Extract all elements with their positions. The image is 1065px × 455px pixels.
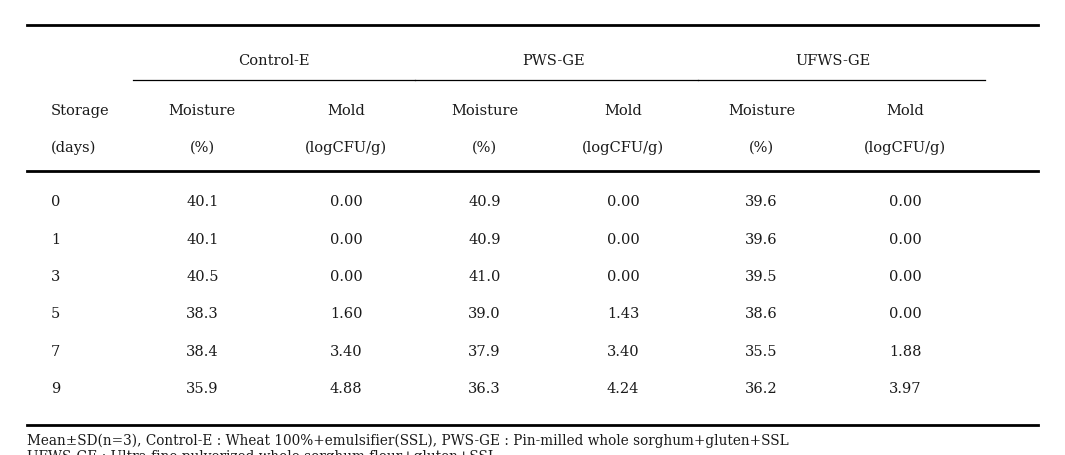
Text: (logCFU/g): (logCFU/g) bbox=[581, 141, 665, 155]
Text: 0.00: 0.00 bbox=[607, 196, 639, 209]
Text: Mold: Mold bbox=[604, 105, 642, 118]
Text: (days): (days) bbox=[51, 141, 97, 155]
Text: 4.88: 4.88 bbox=[330, 382, 362, 396]
Text: 1: 1 bbox=[51, 233, 61, 247]
Text: (logCFU/g): (logCFU/g) bbox=[305, 141, 388, 155]
Text: 39.0: 39.0 bbox=[469, 308, 501, 321]
Text: 40.9: 40.9 bbox=[469, 233, 501, 247]
Text: 0.00: 0.00 bbox=[607, 233, 639, 247]
Text: UFWS-GE: UFWS-GE bbox=[796, 55, 870, 68]
Text: (%): (%) bbox=[749, 141, 774, 155]
Text: 3.40: 3.40 bbox=[607, 345, 639, 359]
Text: Mean±SD(n=3), Control-E : Wheat 100%+emulsifier(SSL), PWS-GE : Pin-milled whole : Mean±SD(n=3), Control-E : Wheat 100%+emu… bbox=[27, 433, 788, 448]
Text: 40.1: 40.1 bbox=[186, 233, 218, 247]
Text: 40.9: 40.9 bbox=[469, 196, 501, 209]
Text: Mold: Mold bbox=[886, 105, 924, 118]
Text: 0.00: 0.00 bbox=[330, 233, 362, 247]
Text: 0.00: 0.00 bbox=[889, 196, 921, 209]
Text: (logCFU/g): (logCFU/g) bbox=[864, 141, 947, 155]
Text: 35.5: 35.5 bbox=[746, 345, 777, 359]
Text: 0.00: 0.00 bbox=[607, 270, 639, 284]
Text: 38.3: 38.3 bbox=[186, 308, 218, 321]
Text: 40.5: 40.5 bbox=[186, 270, 218, 284]
Text: Storage: Storage bbox=[51, 105, 110, 118]
Text: Control-E: Control-E bbox=[237, 55, 310, 68]
Text: 7: 7 bbox=[51, 345, 61, 359]
Text: Moisture: Moisture bbox=[168, 105, 236, 118]
Text: 41.0: 41.0 bbox=[469, 270, 501, 284]
Text: PWS-GE: PWS-GE bbox=[523, 55, 585, 68]
Text: 39.6: 39.6 bbox=[746, 233, 777, 247]
Text: 3.40: 3.40 bbox=[330, 345, 362, 359]
Text: 0.00: 0.00 bbox=[330, 196, 362, 209]
Text: 5: 5 bbox=[51, 308, 61, 321]
Text: 4.24: 4.24 bbox=[607, 382, 639, 396]
Text: 37.9: 37.9 bbox=[469, 345, 501, 359]
Text: 0: 0 bbox=[51, 196, 61, 209]
Text: 38.6: 38.6 bbox=[746, 308, 777, 321]
Text: 35.9: 35.9 bbox=[186, 382, 218, 396]
Text: 0.00: 0.00 bbox=[330, 270, 362, 284]
Text: 3: 3 bbox=[51, 270, 61, 284]
Text: (%): (%) bbox=[190, 141, 215, 155]
Text: 1.60: 1.60 bbox=[330, 308, 362, 321]
Text: 0.00: 0.00 bbox=[889, 270, 921, 284]
Text: (%): (%) bbox=[472, 141, 497, 155]
Text: 0.00: 0.00 bbox=[889, 308, 921, 321]
Text: UFWS-GE : Ultra fine pulverized whole sorghum flour+gluten+SSL: UFWS-GE : Ultra fine pulverized whole so… bbox=[27, 450, 496, 455]
Text: 36.3: 36.3 bbox=[469, 382, 501, 396]
Text: 39.5: 39.5 bbox=[746, 270, 777, 284]
Text: Mold: Mold bbox=[327, 105, 365, 118]
Text: 1.88: 1.88 bbox=[889, 345, 921, 359]
Text: 38.4: 38.4 bbox=[186, 345, 218, 359]
Text: 1.43: 1.43 bbox=[607, 308, 639, 321]
Text: Moisture: Moisture bbox=[450, 105, 519, 118]
Text: 36.2: 36.2 bbox=[746, 382, 777, 396]
Text: Moisture: Moisture bbox=[727, 105, 796, 118]
Text: 39.6: 39.6 bbox=[746, 196, 777, 209]
Text: 40.1: 40.1 bbox=[186, 196, 218, 209]
Text: 3.97: 3.97 bbox=[889, 382, 921, 396]
Text: 9: 9 bbox=[51, 382, 61, 396]
Text: 0.00: 0.00 bbox=[889, 233, 921, 247]
